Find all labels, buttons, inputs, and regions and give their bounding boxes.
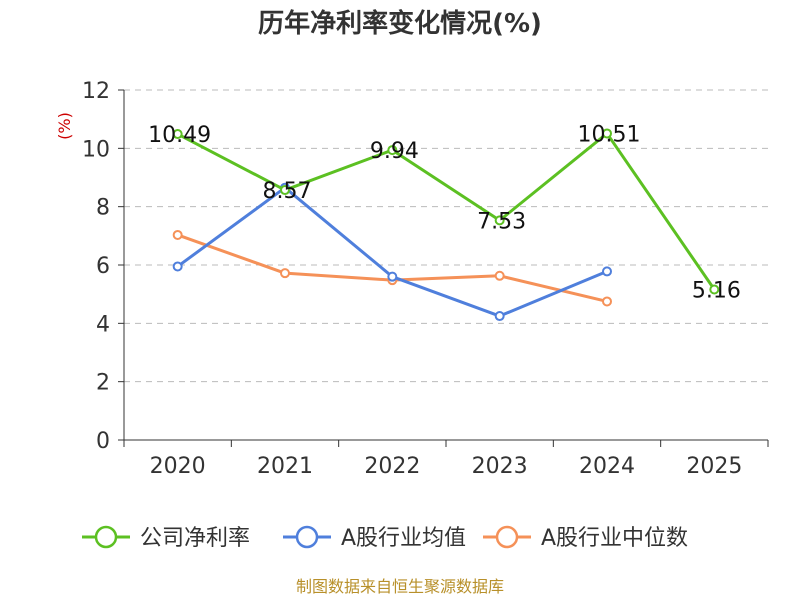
data-point[interactable]: [172, 261, 183, 272]
x-tick-label: 2024: [579, 454, 635, 479]
legend[interactable]: 公司净利率 A股行业均值 A股行业中位数: [82, 525, 688, 551]
legend-marker: [495, 525, 519, 549]
x-tick-label: 2021: [257, 454, 313, 479]
data-point[interactable]: [172, 229, 183, 240]
data-label: 5.16: [692, 279, 741, 304]
legend-item[interactable]: A股行业均值: [283, 525, 466, 551]
y-tick-label: 8: [96, 196, 110, 221]
chart-title: 历年净利率变化情况(%): [258, 8, 542, 39]
data-point[interactable]: [494, 270, 505, 281]
legend-item[interactable]: 公司净利率: [82, 525, 250, 551]
data-point[interactable]: [280, 185, 290, 196]
data-label: 9.94: [370, 139, 419, 164]
legend-label: A股行业均值: [341, 526, 466, 551]
data-label: 10.49: [148, 123, 211, 148]
y-tick-labels: 0 2 4 6 8 10 12: [82, 79, 110, 454]
data-point[interactable]: [280, 268, 290, 279]
y-axis-label: (%): [55, 112, 74, 140]
series-lines: [172, 128, 720, 322]
data-point[interactable]: [602, 266, 612, 277]
y-tick-label: 10: [82, 137, 110, 162]
data-point[interactable]: [494, 215, 505, 226]
legend-label: A股行业中位数: [541, 526, 688, 551]
x-tick-label: 2023: [472, 454, 528, 479]
data-point[interactable]: [602, 296, 612, 307]
y-tick-label: 4: [96, 312, 110, 337]
x-tick-label: 2025: [686, 454, 742, 479]
legend-marker: [94, 525, 118, 549]
x-tick-label: 2022: [364, 454, 420, 479]
data-point[interactable]: [709, 284, 720, 295]
data-label: 7.53: [477, 209, 526, 234]
data-point[interactable]: [387, 145, 398, 156]
source-note: 制图数据来自恒生聚源数据库: [296, 577, 504, 596]
grid-lines: [124, 89, 768, 383]
y-tick-label: 6: [96, 254, 110, 279]
data-point[interactable]: [172, 129, 183, 140]
data-point[interactable]: [602, 128, 612, 139]
legend-label: 公司净利率: [140, 526, 250, 551]
y-tick-label: 2: [96, 371, 110, 396]
data-labels: 10.49 8.57 9.94 7.53 10.51 5.16: [148, 122, 741, 303]
axes: [118, 89, 769, 447]
series-line-2: [177, 233, 608, 303]
data-point[interactable]: [387, 271, 398, 282]
x-tick-label: 2020: [150, 454, 206, 479]
data-label: 8.57: [263, 179, 312, 204]
data-label: 10.51: [578, 122, 641, 147]
data-point[interactable]: [494, 311, 505, 322]
y-tick-label: 12: [82, 79, 110, 104]
y-tick-label: 0: [96, 429, 110, 454]
x-tick-labels: 2020 2021 2022 2023 2024 2025: [150, 454, 743, 479]
legend-item[interactable]: A股行业中位数: [483, 525, 688, 551]
legend-marker: [295, 525, 319, 549]
series-line-0: [176, 131, 716, 291]
